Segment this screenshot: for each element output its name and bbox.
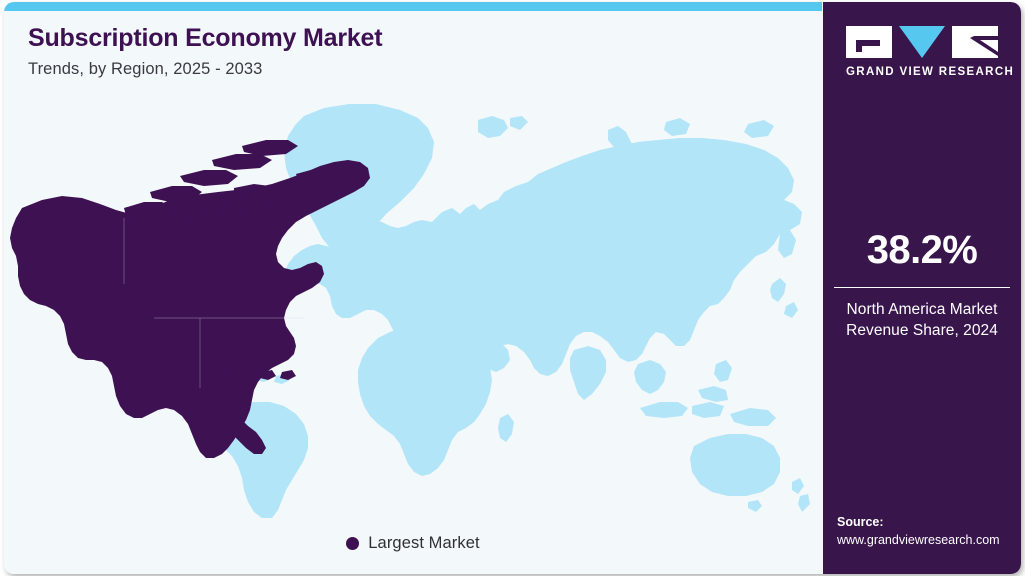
infographic-card: Subscription Economy Market Trends, by R… <box>4 2 1021 574</box>
stat-caption-line-2: Revenue Share, 2024 <box>846 322 998 340</box>
page-subtitle: Trends, by Region, 2025 - 2033 <box>28 59 263 78</box>
brand-logo-text: GRAND VIEW RESEARCH <box>846 66 1015 78</box>
title-block: Subscription Economy Market Trends, by R… <box>28 24 728 79</box>
gvr-logo-icon <box>846 26 998 58</box>
map-panel: Subscription Economy Market Trends, by R… <box>4 2 822 574</box>
legend: Largest Market <box>4 534 822 553</box>
map-internal-borders <box>123 218 304 388</box>
legend-label: Largest Market <box>368 534 480 552</box>
source-url[interactable]: www.grandviewresearch.com <box>837 533 1000 548</box>
accent-bar <box>4 2 822 11</box>
page-title: Subscription Economy Market <box>28 24 383 52</box>
legend-marker-icon <box>346 537 360 550</box>
source-block: Source: www.grandviewresearch.com <box>823 513 1021 551</box>
info-panel: GRAND VIEW RESEARCH 38.2% North America … <box>823 2 1021 574</box>
stat-value: 38.2% <box>866 228 978 272</box>
source-label: Source: <box>837 514 884 529</box>
stat-divider <box>834 287 1010 288</box>
stat-block: 38.2% North America Market Revenue Share… <box>823 230 1021 342</box>
map-region-north-america <box>10 140 370 458</box>
map-land-default <box>210 104 810 518</box>
world-map <box>4 88 822 518</box>
brand-logo: GRAND VIEW RESEARCH <box>846 26 1015 78</box>
stat-caption-line-1: North America Market <box>846 301 998 318</box>
